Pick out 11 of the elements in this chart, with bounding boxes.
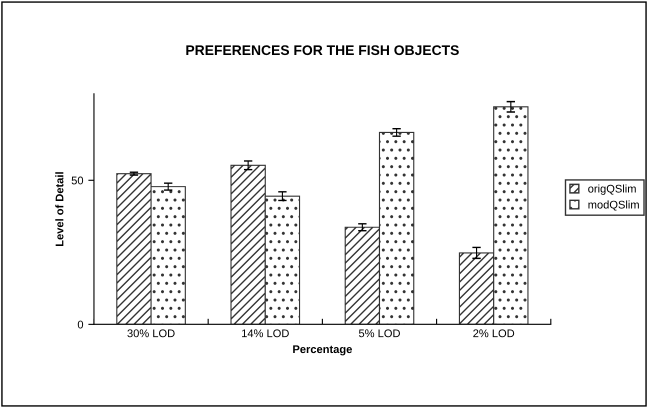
y-tick-label: 0 (78, 320, 84, 328)
x-tick-label: 14% LOD (242, 329, 289, 338)
x-tick-label: 5% LOD (358, 329, 400, 338)
legend-label: modQSlim (588, 200, 639, 211)
y-tick-label: 50 (72, 176, 84, 184)
legend-label: origQSlim (588, 184, 636, 195)
x-axis-title: Percentage (293, 345, 352, 356)
chart-title: PREFERENCES FOR THE FISH OBJECTS (186, 45, 459, 56)
y-axis-title: Level of Detail (55, 172, 64, 246)
x-tick-label: 2% LOD (473, 329, 514, 338)
x-tick-label: 30% LOD (127, 329, 175, 338)
